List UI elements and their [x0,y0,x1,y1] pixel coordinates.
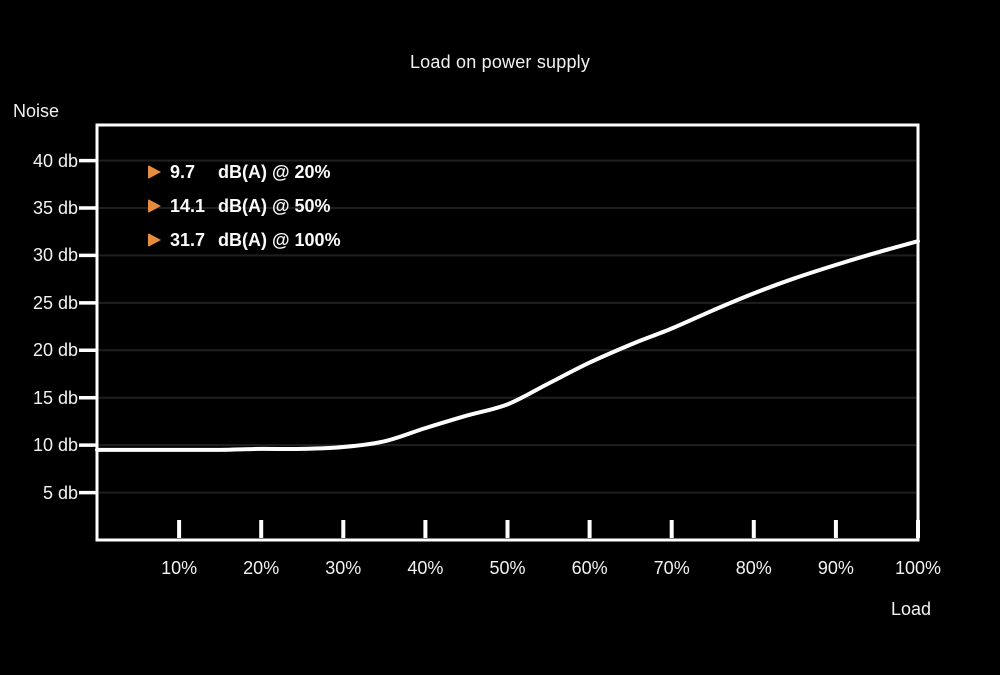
y-tick-label: 40 db [32,150,78,171]
legend-item: 31.7 dB(A) @ 100% [148,229,341,251]
legend-text: dB(A) @ 20% [218,161,331,182]
x-tick-label: 80% [735,558,772,578]
y-tick-label: 15 db [32,387,78,408]
legend: 9.7 dB(A) @ 20% 14.1 dB(A) @ 50% 31.7 dB… [148,161,341,263]
legend-text: dB(A) @ 50% [218,195,331,216]
legend-value: 31.7 [170,229,206,250]
y-tick-label: 30 db [32,245,78,266]
noise-curve [95,239,920,452]
legend-item: 9.7 dB(A) @ 20% [148,161,341,183]
legend-value: 14.1 [170,195,206,216]
arrow-right-icon [148,233,161,247]
x-tick-label: 100% [894,558,942,578]
plot-border [95,123,920,542]
y-axis-title: Noise [13,101,60,121]
x-tick-label: 10% [161,558,198,578]
x-tick-label: 20% [243,558,280,578]
arrow-right-icon [148,199,161,213]
x-tick-label: 30% [325,558,362,578]
x-tick-label: 90% [817,558,854,578]
chart-title: Load on power supply [409,52,591,72]
arrow-right-icon [148,165,161,179]
legend-text: dB(A) @ 100% [218,229,341,250]
legend-value: 9.7 [170,161,196,182]
y-tick-label: 5 db [42,482,78,503]
legend-item: 14.1 dB(A) @ 50% [148,195,341,217]
x-axis-title: Load [890,599,932,619]
y-tick-label: 35 db [32,198,78,218]
x-tick-label: 70% [653,558,690,578]
x-tick-label: 40% [407,558,444,578]
y-tick-label: 25 db [32,292,78,313]
x-tick-label: 60% [571,558,608,578]
x-tick-label: 50% [489,558,526,578]
y-tick-label: 10 db [32,435,78,456]
y-tick-label: 20 db [32,340,78,361]
